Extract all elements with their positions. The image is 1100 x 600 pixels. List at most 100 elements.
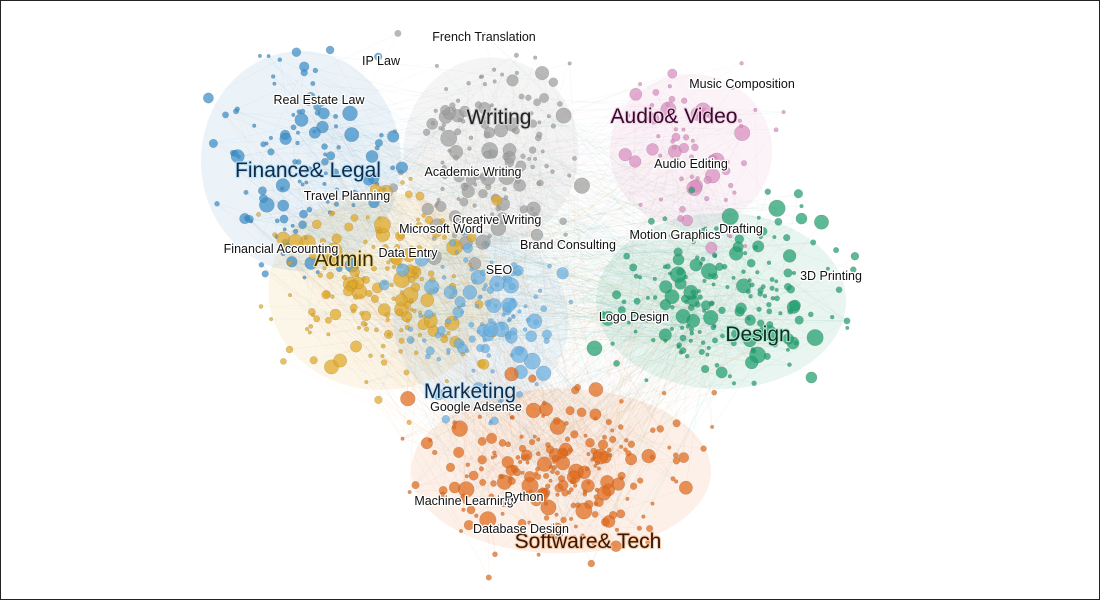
graph-node xyxy=(440,129,458,147)
graph-edge xyxy=(476,271,744,517)
graph-edge xyxy=(305,172,336,239)
graph-node xyxy=(663,338,668,343)
graph-edge xyxy=(502,327,555,462)
graph-node xyxy=(427,270,435,277)
graph-edge xyxy=(406,316,483,483)
graph-edge xyxy=(409,352,417,493)
graph-edge xyxy=(472,338,677,462)
graph-node xyxy=(652,89,660,96)
graph-node xyxy=(494,282,499,287)
graph-node xyxy=(510,345,528,363)
graph-edge xyxy=(707,266,720,355)
graph-node xyxy=(721,208,739,226)
graph-edge xyxy=(312,256,703,260)
graph-node xyxy=(456,98,461,103)
graph-node xyxy=(466,232,477,243)
graph-node xyxy=(629,88,643,101)
graph-node xyxy=(282,227,287,232)
graph-edge xyxy=(628,259,679,323)
graph-node xyxy=(341,274,348,281)
graph-node xyxy=(714,226,719,232)
graph-node xyxy=(647,112,660,125)
graph-node xyxy=(697,227,710,241)
graph-edge xyxy=(329,212,677,482)
graph-edge xyxy=(521,96,557,515)
graph-edge xyxy=(745,245,848,322)
graph-edge xyxy=(407,291,455,399)
graph-edge xyxy=(393,189,692,268)
graph-node xyxy=(436,356,442,362)
graph-edge xyxy=(668,109,696,148)
graph-node xyxy=(614,527,620,532)
graph-node xyxy=(452,306,464,318)
graph-node xyxy=(407,490,412,495)
graph-edge xyxy=(511,313,611,418)
graph-edge xyxy=(208,59,280,99)
graph-node xyxy=(520,153,526,159)
graph-node xyxy=(669,266,687,283)
graph-edge xyxy=(532,208,681,219)
edge-layer xyxy=(208,33,856,578)
graph-node xyxy=(499,473,505,480)
graph-edge xyxy=(378,229,788,288)
graph-edge xyxy=(593,247,756,544)
graph-edge xyxy=(503,187,695,316)
graph-edge xyxy=(314,193,560,243)
graph-edge xyxy=(311,311,403,439)
graph-edge xyxy=(526,298,778,456)
graph-edge xyxy=(523,198,707,495)
graph-edge xyxy=(608,185,731,522)
graph-edge xyxy=(502,218,523,473)
graph-edge xyxy=(536,234,579,506)
graph-node xyxy=(688,154,695,160)
graph-node xyxy=(585,466,590,472)
graph-node xyxy=(400,180,405,185)
graph-node xyxy=(479,478,487,486)
graph-node xyxy=(420,437,433,450)
graph-node xyxy=(413,350,419,356)
graph-node xyxy=(610,540,622,552)
graph-edge xyxy=(415,270,610,451)
graph-node xyxy=(830,314,835,320)
graph-node xyxy=(616,509,626,519)
graph-edge xyxy=(313,360,502,401)
graph-edge xyxy=(730,185,752,264)
graph-edge xyxy=(444,100,685,176)
graph-node xyxy=(737,118,742,123)
graph-edge xyxy=(528,218,681,321)
graph-node xyxy=(528,489,533,494)
graph-node xyxy=(275,178,291,193)
graph-edge xyxy=(400,289,840,314)
graph-node xyxy=(421,202,434,216)
graph-edge xyxy=(237,108,522,373)
graph-edge xyxy=(536,473,653,504)
graph-edge xyxy=(401,167,600,469)
graph-node xyxy=(257,53,262,58)
graph-node xyxy=(230,149,245,164)
graph-node xyxy=(387,332,392,337)
graph-edge xyxy=(314,132,364,279)
graph-node xyxy=(703,310,719,326)
graph-node xyxy=(545,483,551,489)
graph-node xyxy=(597,439,609,450)
graph-node xyxy=(411,481,420,490)
graph-edge xyxy=(522,337,684,449)
graph-node xyxy=(441,415,450,424)
graph-edge xyxy=(455,318,775,345)
graph-edge xyxy=(216,203,571,451)
graph-node xyxy=(322,266,327,271)
graph-node xyxy=(490,369,495,374)
graph-node xyxy=(423,128,431,136)
graph-edge xyxy=(549,265,654,341)
graph-node xyxy=(695,102,711,119)
graph-edge xyxy=(496,200,768,357)
graph-edge xyxy=(298,111,485,180)
graph-node xyxy=(437,326,446,335)
graph-edge xyxy=(321,104,467,477)
graph-node xyxy=(710,324,717,331)
graph-node xyxy=(567,173,572,178)
graph-node xyxy=(636,525,643,531)
graph-edge xyxy=(451,148,470,297)
graph-edge xyxy=(388,242,814,335)
graph-edge xyxy=(338,254,503,514)
